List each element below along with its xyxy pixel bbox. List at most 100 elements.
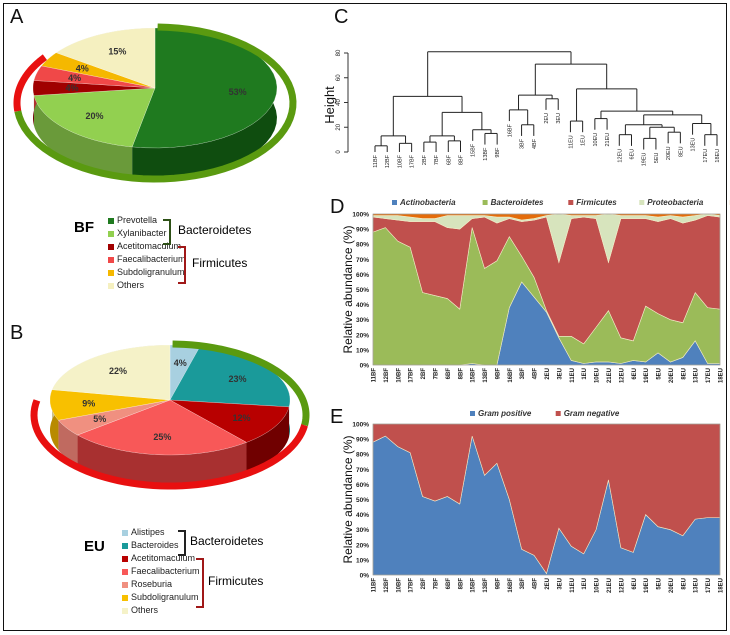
chart-d-y-tick-label: 10% bbox=[356, 347, 369, 354]
chart-e-x-tick-label: 3BF bbox=[520, 578, 526, 590]
chart-d-x-tick-label: 11BF bbox=[372, 368, 378, 383]
legend-label: Subdoligranulum bbox=[131, 592, 199, 602]
dendrogram-leaf-label: 2BF bbox=[422, 154, 428, 165]
dendrogram-leaf-label: 13EU bbox=[691, 138, 697, 152]
figure-frame bbox=[3, 3, 727, 631]
chart-d-x-tick-label: 11EU bbox=[570, 368, 576, 383]
dendrogram-leaf-label: 6BF bbox=[446, 154, 452, 165]
pie-a-legend-item: Acetitomaculum bbox=[108, 240, 186, 253]
chart-d-y-tick-label: 100% bbox=[352, 212, 369, 219]
dendrogram-leaf-label: 3BF bbox=[520, 138, 526, 149]
chart-d-x-tick-label: 5EU bbox=[657, 368, 663, 380]
legend-label: Roseburia bbox=[131, 579, 173, 589]
legend-swatch bbox=[122, 594, 128, 601]
legend-swatch bbox=[108, 282, 114, 289]
dendrogram-leaf-label: 15BF bbox=[471, 143, 477, 157]
dendrogram-leaf-label: 8BF bbox=[459, 154, 465, 165]
legend-label: Others bbox=[131, 605, 159, 615]
chart-e-x-tick-label: 8EU bbox=[681, 578, 687, 590]
chart-d-x-tick-label: 13EU bbox=[694, 368, 700, 383]
pie-b-slice-side-faecalibacterium bbox=[77, 435, 247, 485]
chart-d-legend-label: Proteobacteria bbox=[647, 198, 704, 207]
pie-a-legend-item: Subdoligranulum bbox=[108, 266, 186, 279]
chart-e-x-tick-label: 10BF bbox=[396, 578, 402, 593]
dendrogram-leaf-label: 8EU bbox=[678, 146, 684, 157]
dendrogram-leaf-label: 12EU bbox=[617, 149, 623, 163]
chart-d-y-tick-label: 70% bbox=[356, 257, 369, 264]
chart-d-y-tick-label: 30% bbox=[356, 317, 369, 324]
pie-a-slice-label: 20% bbox=[86, 111, 104, 121]
chart-d-legend-label: Bacteroidetes bbox=[491, 198, 544, 207]
dendrogram-leaf-label: 5EU bbox=[654, 153, 660, 164]
chart-e-x-tick-label: 5EU bbox=[657, 578, 663, 590]
chart-d-y-tick-label: 20% bbox=[356, 332, 369, 339]
chart-e-x-tick-label: 6EU bbox=[632, 578, 638, 590]
chart-d-x-tick-label: 3BF bbox=[520, 368, 526, 380]
chart-e-x-tick-label: 4BF bbox=[533, 578, 539, 590]
pie-b-slice-label: 22% bbox=[109, 366, 127, 376]
legend-a: Prevotella Xylanibacter Acetitomaculum Faec… bbox=[108, 214, 186, 292]
chart-e-y-tick-label: 100% bbox=[352, 422, 369, 429]
legend-swatch bbox=[108, 269, 114, 276]
panel-label-d: D bbox=[330, 196, 345, 218]
legend-swatch bbox=[122, 568, 128, 575]
legend-a-bacteroidetes-label: Bacteroidetes bbox=[178, 223, 252, 237]
dendrogram-y-tick-label: 20 bbox=[336, 123, 342, 130]
pie-b-slice-subdoligranulum bbox=[49, 389, 171, 421]
legend-b-bacteroidetes-label: Bacteroidetes bbox=[190, 534, 264, 548]
pie-a-slice-acetitomaculum bbox=[32, 80, 156, 96]
chart-e-x-tick-label: 17BF bbox=[409, 578, 415, 593]
pie-b-legend-item: Subdoligranulum bbox=[122, 591, 200, 604]
pie-b-legend-item: Acetitomaculum bbox=[122, 552, 200, 565]
legend-a-group-label: BF bbox=[74, 219, 94, 236]
pie-a-ring-firmicutes bbox=[13, 54, 47, 112]
legend-a-firmicutes-label: Firmicutes bbox=[192, 256, 248, 270]
legend-label: Others bbox=[117, 280, 145, 290]
dendrogram-leaf-label: 7BF bbox=[434, 154, 440, 165]
chart-e-y-tick-label: 40% bbox=[356, 512, 369, 519]
chart-d-x-tick-label: 6EU bbox=[632, 368, 638, 380]
chart-e-x-tick-label: 2EU bbox=[545, 578, 551, 590]
chart-d-x-tick-label: 10EU bbox=[595, 368, 601, 383]
pie-a-slice-label: 15% bbox=[108, 47, 126, 57]
dendrogram-leaf-label: 19EU bbox=[642, 153, 648, 167]
dendrogram-leaf-label: 13BF bbox=[483, 147, 489, 161]
chart-e-x-tick-label: 9BF bbox=[495, 578, 501, 590]
dendrogram-y-tick-label: 40 bbox=[336, 99, 342, 106]
chart-e-x-tick-label: 11BF bbox=[372, 578, 378, 593]
chart-e-y-tick-label: 10% bbox=[356, 557, 369, 564]
legend-b-firmicutes-label: Firmicutes bbox=[208, 574, 264, 588]
chart-e-x-tick-label: 2BF bbox=[421, 578, 427, 590]
chart-d-y-tick-label: 50% bbox=[356, 287, 369, 294]
pie-b-ring-firmicutes bbox=[30, 399, 308, 490]
chart-e-legend-label: Gram positive bbox=[478, 409, 532, 418]
legend-swatch bbox=[122, 529, 128, 536]
pie-a-slice-label: 4% bbox=[66, 83, 79, 93]
chart-d-x-tick-label: 4BF bbox=[533, 368, 539, 380]
pie-a-slice-label: 4% bbox=[68, 73, 81, 83]
chart-d-x-tick-label: 12BF bbox=[384, 368, 390, 383]
legend-swatch bbox=[122, 555, 128, 562]
chart-d-y-tick-label: 40% bbox=[356, 302, 369, 309]
legend-label: Subdoligranulum bbox=[117, 267, 185, 277]
pie-a-slice-label: 53% bbox=[229, 87, 247, 97]
chart-e-x-tick-label: 15BF bbox=[471, 578, 477, 593]
legend-swatch bbox=[108, 217, 114, 224]
chart-e-x-tick-label: 6BF bbox=[446, 578, 452, 590]
chart-d-legend-swatch bbox=[568, 200, 574, 205]
chart-e-x-tick-label: 21EU bbox=[607, 578, 613, 593]
pie-b-slice-label: 4% bbox=[174, 358, 187, 368]
dendrogram-leaf-label: 6EU bbox=[630, 149, 636, 160]
legend-label: Acetitomaculum bbox=[131, 553, 196, 563]
chart-e-y-tick-label: 0% bbox=[360, 573, 370, 580]
legend-label: Xylanibacter bbox=[117, 228, 167, 238]
dendrogram-y-axis-title: Height bbox=[322, 86, 337, 124]
chart-e-x-tick-label: 8BF bbox=[458, 578, 464, 590]
pie-b-slice-side-acetitomaculum bbox=[246, 406, 290, 473]
chart-e-legend-swatch bbox=[470, 411, 475, 416]
dendrogram-leaf-label: 2EU bbox=[544, 113, 550, 124]
pie-b-slice-label: 5% bbox=[93, 414, 106, 424]
dendrogram-leaf-label: 1EU bbox=[581, 135, 587, 146]
pie-a-slice-faecalibacterium bbox=[33, 65, 156, 89]
